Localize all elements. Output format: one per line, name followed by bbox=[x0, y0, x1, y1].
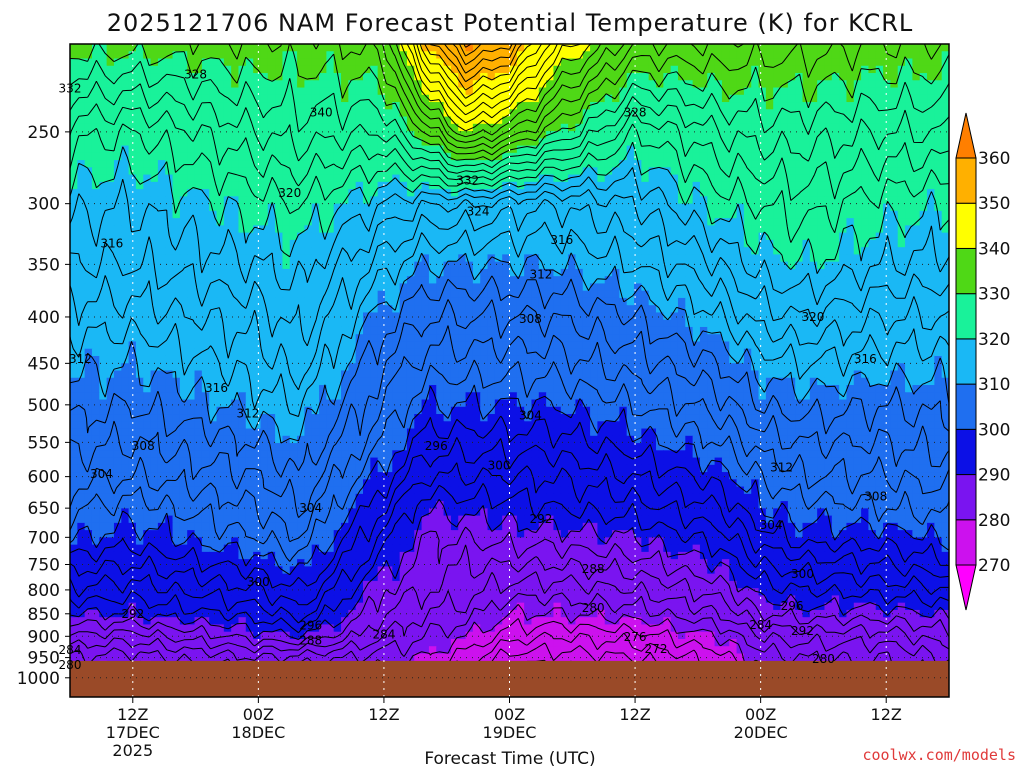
contour-label: 304 bbox=[90, 467, 113, 481]
y-tick-label: 800 bbox=[28, 581, 60, 601]
contour-label: 272 bbox=[645, 642, 668, 656]
x-tick-label: 12Z bbox=[619, 705, 650, 724]
colorbar-label: 360 bbox=[978, 149, 1010, 169]
x-tick-label: 12Z bbox=[871, 705, 902, 724]
x-tick-label: 19DEC bbox=[483, 723, 537, 742]
colorbar-label: 310 bbox=[978, 375, 1010, 395]
colorbar-label: 320 bbox=[978, 330, 1010, 350]
x-tick-label: 2025 bbox=[112, 741, 153, 760]
y-tick-label: 950 bbox=[28, 649, 60, 669]
y-tick-label: 600 bbox=[28, 468, 60, 488]
credit-text: coolwx.com/models bbox=[862, 746, 1016, 764]
colorbar-segment bbox=[955, 519, 977, 566]
contour-label: 280 bbox=[812, 652, 835, 666]
y-tick-label: 1000 bbox=[17, 669, 60, 689]
contour-label: 304 bbox=[760, 518, 783, 532]
colorbar-segment bbox=[955, 202, 977, 249]
colorbar-label: 330 bbox=[978, 285, 1010, 305]
colorbar-label: 300 bbox=[978, 420, 1010, 440]
contour-label: 312 bbox=[770, 460, 793, 474]
y-tick-label: 900 bbox=[28, 627, 60, 647]
x-tick-label: 18DEC bbox=[231, 723, 285, 742]
contour-label: 288 bbox=[582, 562, 605, 576]
contour-label: 292 bbox=[791, 624, 814, 638]
y-tick-label: 450 bbox=[28, 354, 60, 374]
x-tick-label: 00Z bbox=[745, 705, 776, 724]
y-tick-label: 250 bbox=[28, 123, 60, 143]
y-tick-label: 750 bbox=[28, 555, 60, 575]
contour-label: 292 bbox=[529, 512, 552, 526]
y-tick-label: 300 bbox=[28, 195, 60, 215]
contour-label: 328 bbox=[184, 67, 207, 81]
contour-label: 312 bbox=[236, 406, 259, 420]
contour-label: 284 bbox=[749, 618, 772, 632]
contour-label: 316 bbox=[100, 237, 123, 251]
y-tick-label: 550 bbox=[28, 433, 60, 453]
contour-label: 320 bbox=[278, 186, 301, 200]
colorbar-segment bbox=[955, 474, 977, 521]
y-axis: 2503003504004505005506006507007508008509… bbox=[17, 123, 70, 689]
contour-label: 308 bbox=[864, 489, 887, 503]
contour-label: 304 bbox=[299, 501, 322, 515]
contour-label: 276 bbox=[624, 630, 647, 644]
y-tick-label: 400 bbox=[28, 308, 60, 328]
x-tick-label: 00Z bbox=[243, 705, 274, 724]
x-tick-label: 12Z bbox=[117, 705, 148, 724]
colorbar-label: 290 bbox=[978, 466, 1010, 486]
y-tick-label: 500 bbox=[28, 396, 60, 416]
colorbar-low-arrow bbox=[955, 564, 977, 611]
contour-label: 300 bbox=[488, 458, 511, 472]
contour-label: 324 bbox=[467, 204, 490, 218]
contour-label: 300 bbox=[247, 575, 270, 589]
colorbar-segment bbox=[955, 157, 977, 204]
colorbar-high-arrow bbox=[955, 112, 977, 159]
x-tick-label: 00Z bbox=[494, 705, 525, 724]
contour-label: 300 bbox=[791, 567, 814, 581]
colorbar-segment bbox=[955, 338, 977, 385]
contour-label: 296 bbox=[299, 619, 322, 633]
contour-label: 316 bbox=[854, 352, 877, 366]
colorbar-segment bbox=[955, 428, 977, 476]
contour-label: 332 bbox=[456, 174, 479, 188]
x-tick-label: 17DEC bbox=[106, 723, 160, 742]
ground-fill bbox=[70, 660, 949, 697]
contour-label: 292 bbox=[121, 607, 144, 621]
contour-label: 316 bbox=[205, 381, 228, 395]
contour-label: 308 bbox=[519, 312, 542, 326]
contour-label: 284 bbox=[372, 628, 395, 642]
contour-label: 312 bbox=[529, 267, 552, 281]
colorbar-label: 280 bbox=[978, 511, 1010, 531]
colorbar-segment bbox=[955, 247, 977, 295]
y-tick-label: 700 bbox=[28, 528, 60, 548]
colorbar-label: 270 bbox=[978, 556, 1010, 576]
contour-label: 308 bbox=[132, 439, 155, 453]
colorbar-label: 350 bbox=[978, 194, 1010, 214]
ground-mask bbox=[70, 660, 949, 697]
contour-label: 328 bbox=[624, 106, 647, 120]
colorbar-label: 340 bbox=[978, 239, 1010, 259]
contour-label: 340 bbox=[310, 106, 333, 120]
colorbar-segment bbox=[955, 293, 977, 340]
x-tick-label: 12Z bbox=[368, 705, 399, 724]
contour-label: 312 bbox=[69, 352, 92, 366]
y-tick-label: 850 bbox=[28, 605, 60, 625]
contour-label: 304 bbox=[519, 409, 542, 423]
colorbar-segment bbox=[955, 383, 977, 430]
y-tick-label: 650 bbox=[28, 499, 60, 519]
contour-label: 296 bbox=[781, 599, 804, 613]
grid-lines bbox=[70, 44, 949, 697]
contour-label: 296 bbox=[425, 439, 448, 453]
contour-label: 280 bbox=[582, 601, 605, 615]
chart-title: 2025121706 NAM Forecast Potential Temper… bbox=[107, 9, 914, 37]
contour-label: 288 bbox=[299, 634, 322, 648]
contour-label: 316 bbox=[550, 233, 573, 247]
contour-label: 320 bbox=[802, 310, 825, 324]
y-tick-label: 350 bbox=[28, 255, 60, 275]
colorbar: 270 280 290 300 310 320 330 340 350 360 bbox=[955, 112, 1010, 611]
x-axis-title: Forecast Time (UTC) bbox=[424, 749, 595, 768]
x-tick-label: 20DEC bbox=[734, 723, 788, 742]
